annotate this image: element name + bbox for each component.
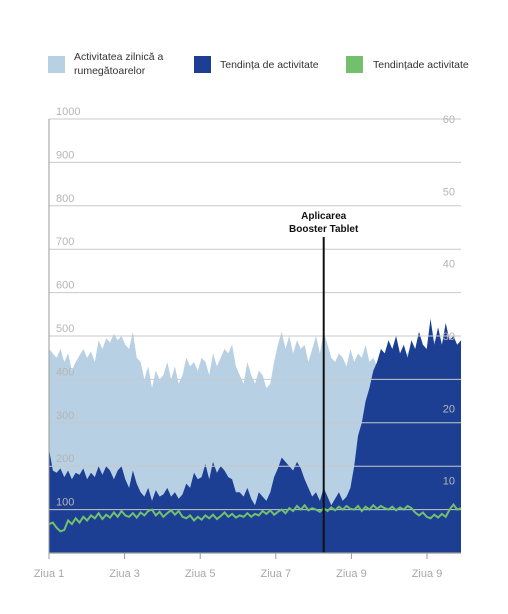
left-tick-label-200: 200 xyxy=(56,453,74,465)
plot-area: Aplicarea Booster Tablet xyxy=(48,118,462,554)
left-tick-label-700: 700 xyxy=(56,236,74,248)
legend-swatch-activity-trend xyxy=(194,56,211,73)
legend-swatch-daily-activity xyxy=(48,56,65,73)
legend-swatch-activity-trend-green xyxy=(346,56,363,73)
left-tick-label-1000: 1000 xyxy=(56,106,80,118)
right-tick-label-30: 30 xyxy=(443,331,455,343)
legend-label-activity-trend: Tendința de activitate xyxy=(220,59,319,71)
legend-label-activity-trend-green: Tendințade activitate xyxy=(373,59,469,71)
booster-annotation-label-line2: Booster Tablet xyxy=(289,224,359,235)
right-tick-label-50: 50 xyxy=(443,186,455,198)
left-tick-label-100: 100 xyxy=(56,497,74,509)
right-tick-label-60: 60 xyxy=(443,114,455,126)
legend: Activitatea zilnică a rumegătoarelor Ten… xyxy=(48,51,469,77)
left-tick-label-600: 600 xyxy=(56,280,74,292)
x-tick-label-1: Ziua 3 xyxy=(109,568,140,580)
left-axis-ticks: 100 200 300 400 500 600 700 800 900 1000 xyxy=(56,106,80,509)
left-tick-label-900: 900 xyxy=(56,149,74,161)
x-tick-label-0: Ziua 1 xyxy=(34,568,65,580)
x-tick-label-5: Ziua 9 xyxy=(412,568,443,580)
legend-label-daily-activity-line1: Activitatea zilnică a xyxy=(74,51,163,63)
x-tick-label-3: Ziua 7 xyxy=(261,568,292,580)
left-tick-label-300: 300 xyxy=(56,410,74,422)
right-axis-ticks: 10 20 30 40 50 60 xyxy=(443,114,455,488)
area-activity-trend xyxy=(49,318,461,553)
line-green-activity-trend xyxy=(48,502,462,533)
right-tick-label-20: 20 xyxy=(443,403,455,415)
legend-label-daily-activity-line2: rumegătoarelor xyxy=(74,65,146,77)
x-tick-label-4: Ziua 9 xyxy=(336,568,367,580)
x-axis-ticks: Ziua 1 Ziua 3 Ziua 5 Ziua 7 Ziua 9 Ziua 9 xyxy=(34,553,443,580)
left-tick-label-800: 800 xyxy=(56,193,74,205)
right-tick-label-40: 40 xyxy=(443,259,455,271)
left-tick-label-400: 400 xyxy=(56,366,74,378)
booster-annotation-label-line1: Aplicarea xyxy=(301,211,346,222)
left-tick-label-500: 500 xyxy=(56,323,74,335)
x-tick-label-2: Ziua 5 xyxy=(185,568,216,580)
gridlines xyxy=(49,118,461,511)
right-tick-label-10: 10 xyxy=(443,476,455,488)
